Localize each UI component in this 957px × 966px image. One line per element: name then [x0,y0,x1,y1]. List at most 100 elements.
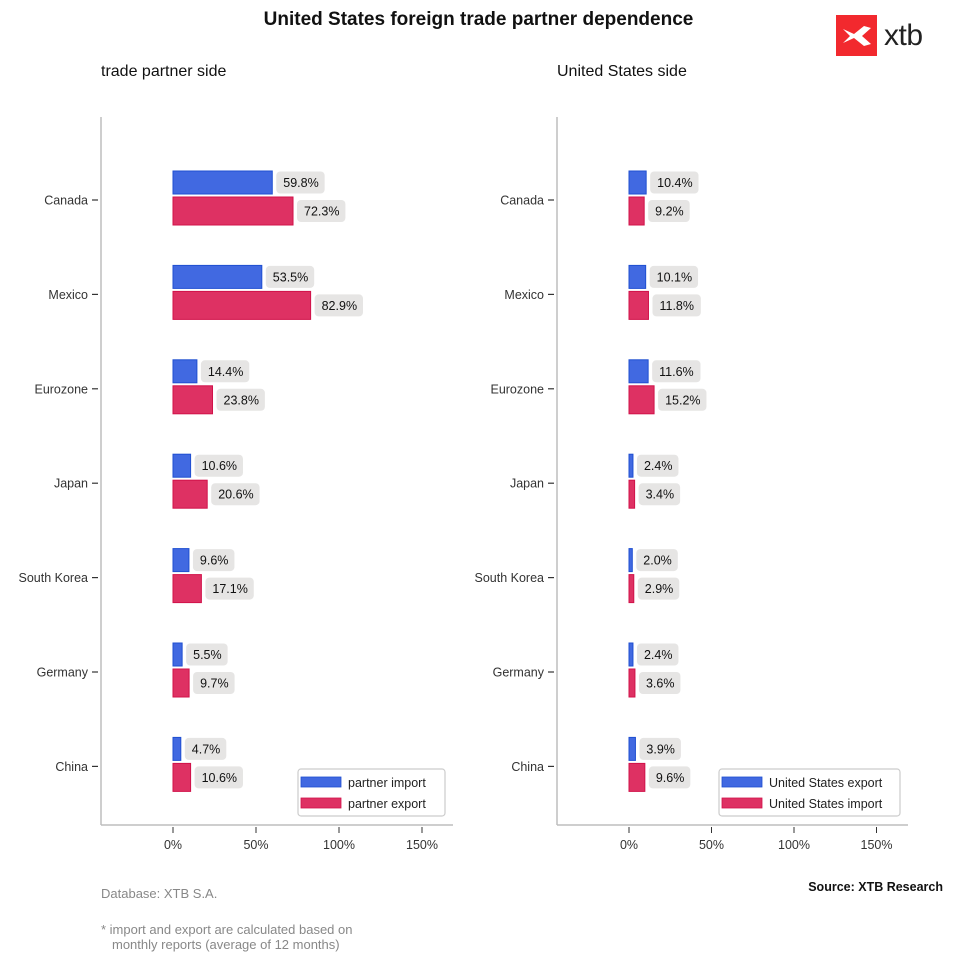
x-tick-label: 150% [406,838,438,852]
bar-partner-import [172,548,190,573]
x-tick-label: 50% [699,838,724,852]
bar-partner-export [172,574,202,604]
data-label: 2.0% [643,554,672,568]
bar-us-export [628,170,647,195]
y-tick-label: Germany [493,666,545,680]
data-label-box [314,294,363,317]
legend-label: partner export [348,797,426,811]
legend-box [718,768,901,817]
chart-title: United States foreign trade partner depe… [263,9,694,30]
y-tick-label: China [511,760,544,774]
data-label-box [211,483,260,506]
data-label-box [192,549,235,572]
bar-us-export [628,642,634,667]
data-label: 11.6% [659,365,694,379]
database-note: Database: XTB S.A. [101,886,218,901]
right-panel-title: United States side [557,63,687,80]
data-label: 53.5% [273,270,308,284]
data-label: 3.6% [646,677,675,691]
bar-partner-export [172,479,208,509]
data-label: 23.8% [224,393,259,407]
data-label: 10.6% [202,771,237,785]
data-label-box [276,171,325,194]
data-label: 9.6% [200,554,229,568]
x-tick-label: 150% [861,838,893,852]
data-label: 3.4% [646,488,675,502]
data-label-box [652,294,701,317]
x-tick-label: 0% [620,838,638,852]
bar-partner-export [172,668,190,698]
data-label-box [194,766,243,789]
bar-us-import [628,479,636,509]
bar-partner-export [172,196,294,226]
data-label-box [648,766,691,789]
y-tick-label: Mexico [48,288,88,302]
bar-partner-import [172,264,263,289]
bar-us-import [628,762,646,792]
data-label: 9.2% [655,205,684,219]
data-label-box [186,643,228,666]
data-label: 9.7% [200,677,229,691]
legend-swatch-blue [721,776,763,788]
data-label: 59.8% [283,176,318,190]
legend-label: United States import [769,797,883,811]
data-label: 10.1% [657,270,692,284]
legend-label: partner import [348,776,426,790]
data-label: 9.6% [656,771,685,785]
data-label: 10.4% [657,176,692,190]
bar-us-import [628,196,645,226]
data-label: 2.4% [644,459,673,473]
data-label-box [636,549,678,572]
data-label-box [216,388,265,411]
data-label: 20.6% [218,488,253,502]
y-tick-label: China [55,760,88,774]
y-tick-label: Eurozone [490,382,544,396]
y-tick-label: South Korea [19,571,89,585]
data-label: 82.9% [322,299,357,313]
legend-swatch-red [721,797,763,809]
data-label: 72.3% [304,205,339,219]
source-label: Source: XTB Research [808,880,943,894]
y-tick-label: Mexico [504,288,544,302]
y-tick-label: Japan [54,477,88,491]
x-tick-label: 0% [164,838,182,852]
data-label-box [650,171,699,194]
xtb-logo: xtb [836,15,923,56]
bar-us-import [628,574,635,604]
data-label-box [639,737,681,760]
bar-partner-import [172,453,192,478]
xtb-logo-text: xtb [884,19,923,52]
bar-us-export [628,359,649,384]
data-label-box [265,265,315,288]
data-label: 14.4% [208,365,243,379]
bar-partner-export [172,762,192,792]
data-label: 2.9% [645,582,674,596]
bar-us-import [628,385,655,415]
data-label-box [200,360,250,383]
data-label: 4.7% [192,742,221,756]
data-label-box [205,577,254,600]
x-tick-label: 100% [778,838,810,852]
bar-us-export [628,453,634,478]
bar-us-export [628,264,647,289]
y-tick-label: Japan [510,477,544,491]
data-label: 5.5% [193,648,222,662]
data-label-box [636,454,679,477]
data-label-box [637,577,680,600]
bar-partner-import [172,359,198,384]
x-tick-label: 50% [243,838,268,852]
data-label: 3.9% [646,742,675,756]
y-tick-label: Germany [37,666,89,680]
bar-us-export [628,548,633,573]
y-tick-label: South Korea [475,571,545,585]
data-label-box [636,643,679,666]
x-tick-label: 100% [323,838,355,852]
data-label-box [638,483,681,506]
data-label: 2.4% [644,648,673,662]
data-label-box [193,672,235,694]
data-label-box [658,388,707,411]
data-label: 17.1% [212,582,247,596]
bar-partner-import [172,642,183,667]
data-label-box [184,737,227,760]
